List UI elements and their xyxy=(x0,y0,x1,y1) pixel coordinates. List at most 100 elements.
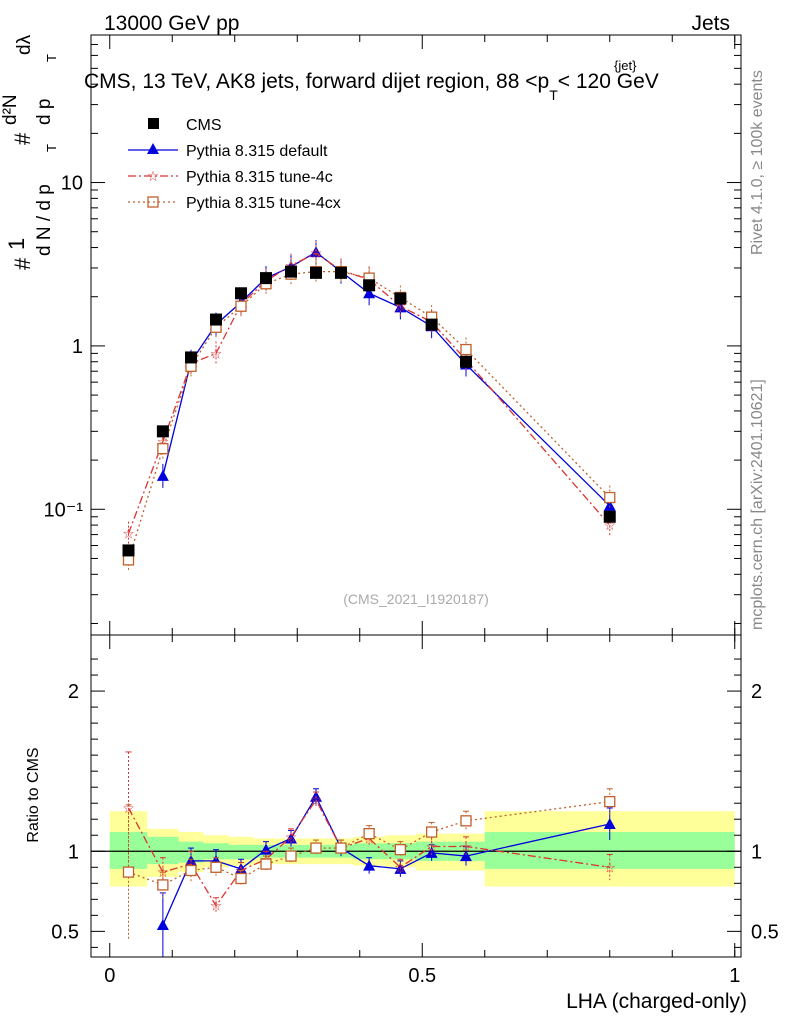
ratio-ytick-label-right: 1 xyxy=(751,841,762,863)
legend-item-default: Pythia 8.315 default xyxy=(128,143,328,160)
main-point xyxy=(603,499,616,511)
ratio-panel-frame xyxy=(90,634,742,958)
legend-item-cms: CMS xyxy=(148,117,222,134)
ratio-point xyxy=(310,842,322,854)
main-point: ☆ xyxy=(310,245,323,261)
legend-label-tune4cx: Pythia 8.315 tune-4cx xyxy=(186,195,341,212)
cms-data-point xyxy=(603,510,616,523)
main-point xyxy=(156,469,169,481)
main-ytick-label: 1 xyxy=(72,336,83,358)
plot-title-sub: T xyxy=(549,87,558,103)
rivet-label: Rivet 4.1.0, ≥ 100k events xyxy=(749,70,766,255)
cms-data-point xyxy=(210,313,222,326)
plot-title: CMS, 13 TeV, AK8 jets, forward dijet reg… xyxy=(84,70,659,103)
ratio-point xyxy=(185,864,197,877)
main-point xyxy=(604,491,616,504)
chart-marks: 00.5110⁻¹1100.50.51122☆☆☆☆☆☆☆☆☆☆☆☆☆☆☆☆☆☆… xyxy=(44,34,779,987)
plot-title-tail: < 120 GeV xyxy=(558,70,659,93)
xaxis-label: LHA (charged-only) xyxy=(566,990,747,1013)
energy-label: 13000 GeV pp xyxy=(104,12,239,35)
category-label: Jets xyxy=(691,12,730,35)
ratio-point xyxy=(260,843,272,855)
ratio-point xyxy=(460,815,472,827)
cms-data-point xyxy=(156,425,169,438)
ratio-point xyxy=(285,850,297,862)
ratio-ytick-label: 2 xyxy=(68,681,79,703)
ratio-ytick-label-right: 0.5 xyxy=(751,921,779,943)
ratio-point xyxy=(425,846,438,858)
ylabel-hash2: # xyxy=(10,132,35,145)
ratio-point: ☆ xyxy=(394,859,407,875)
legend-item-tune4cx: Pythia 8.315 tune-4cx xyxy=(128,195,341,212)
cms-data-point xyxy=(335,266,347,279)
plot-title-main: CMS, 13 TeV, AK8 jets, forward dijet reg… xyxy=(84,70,549,93)
ylabel-dN: d N / d p xyxy=(34,184,55,256)
cms-data-point xyxy=(394,292,407,305)
ylabel-one: 1 xyxy=(4,238,29,250)
xtick-label: 0.5 xyxy=(408,965,436,987)
cms-data-point xyxy=(285,265,297,278)
ratio-point xyxy=(156,918,169,930)
legend: CMS Pythia 8.315 default ☆ Pythia 8.315 … xyxy=(128,117,341,212)
ylabel-dpT: d p xyxy=(34,99,55,125)
main-point xyxy=(157,443,169,455)
ratio-point xyxy=(460,850,472,862)
ylabel-dlambda: dλ xyxy=(14,34,35,55)
main-point xyxy=(460,343,472,356)
ratio-point: ☆ xyxy=(285,829,298,845)
main-ytick-label: 10 xyxy=(61,173,83,195)
main-point: ☆ xyxy=(210,345,223,361)
ratio-point xyxy=(363,827,375,840)
ratio-point: ☆ xyxy=(603,859,616,875)
series-line-main xyxy=(162,251,611,507)
ratio-point xyxy=(260,858,272,870)
ratio-band-inner xyxy=(228,844,254,860)
legend-label-tune4c: Pythia 8.315 tune-4c xyxy=(186,169,333,186)
ratio-point xyxy=(425,826,438,838)
ratio-ylabel: Ratio to CMS xyxy=(25,747,42,842)
ratio-point xyxy=(394,844,407,856)
cms-data-point xyxy=(122,544,135,557)
ratio-point: ☆ xyxy=(210,898,223,914)
ratio-ytick-label: 1 xyxy=(68,841,79,863)
legend-marker-tune4cx xyxy=(147,196,159,208)
ratio-point xyxy=(122,866,135,878)
legend-marker-default xyxy=(147,143,159,154)
cms-data-point xyxy=(260,272,272,285)
main-ylabel: # 1 d N / d p T # d²N d p T dλ xyxy=(0,34,59,270)
ratio-point xyxy=(335,842,347,854)
main-point xyxy=(235,300,247,312)
ylabel-T: T xyxy=(44,144,59,152)
legend-item-tune4c: ☆ Pythia 8.315 tune-4c xyxy=(128,168,333,186)
ratio-point: ☆ xyxy=(425,838,438,854)
main-point: ☆ xyxy=(122,526,135,542)
ylabel-hash1: # xyxy=(10,257,35,270)
legend-marker-cms xyxy=(148,118,159,129)
mcplots-label: mcplots.cern.ch [arXiv:2401.10621] xyxy=(749,379,766,630)
cms-data-point xyxy=(185,351,197,364)
main-point xyxy=(363,287,376,299)
analysis-id: (CMS_2021_I1920187) xyxy=(343,591,489,607)
ratio-point xyxy=(157,879,169,891)
cms-data-point xyxy=(235,287,247,300)
xtick-label: 1 xyxy=(729,965,740,987)
ratio-point: ☆ xyxy=(310,792,323,808)
cms-data-point xyxy=(363,279,376,292)
ylabel-d2N: d²N xyxy=(0,94,21,125)
legend-marker-tune4c: ☆ xyxy=(147,168,160,184)
ratio-point: ☆ xyxy=(460,838,473,854)
cms-data-point xyxy=(425,318,438,331)
ratio-point xyxy=(604,795,616,808)
ratio-ytick-label-right: 2 xyxy=(751,681,762,703)
main-ytick-label: 10⁻¹ xyxy=(44,499,84,521)
cms-data-point xyxy=(310,266,322,279)
ylabel-T2: T xyxy=(44,54,59,62)
xtick-label: 0 xyxy=(104,965,115,987)
legend-label-default: Pythia 8.315 default xyxy=(186,143,328,160)
series-line-ratio xyxy=(127,798,610,907)
ratio-point xyxy=(603,818,616,830)
ratio-ytick-label: 0.5 xyxy=(51,921,79,943)
ratio-point: ☆ xyxy=(122,800,135,816)
cms-data-point xyxy=(460,355,472,368)
